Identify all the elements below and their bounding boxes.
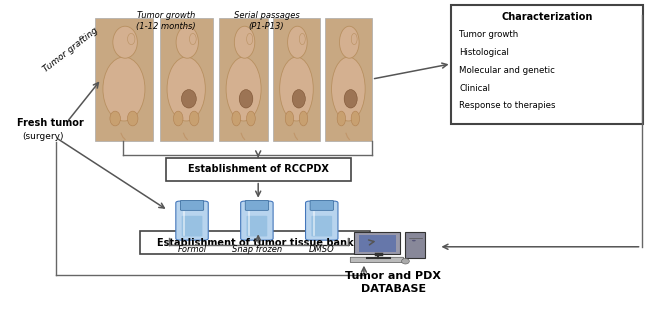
- Text: Tumor growth: Tumor growth: [460, 30, 519, 39]
- Ellipse shape: [292, 90, 306, 108]
- Ellipse shape: [287, 26, 307, 58]
- Ellipse shape: [299, 111, 307, 126]
- Ellipse shape: [174, 111, 183, 126]
- Ellipse shape: [239, 90, 253, 108]
- FancyBboxPatch shape: [245, 201, 268, 210]
- Text: Response to therapies: Response to therapies: [460, 101, 556, 110]
- Text: Establishment of tumor tissue bank: Establishment of tumor tissue bank: [157, 238, 354, 248]
- Ellipse shape: [246, 33, 253, 44]
- Ellipse shape: [110, 111, 120, 126]
- Ellipse shape: [246, 111, 255, 126]
- Ellipse shape: [167, 57, 205, 121]
- FancyBboxPatch shape: [181, 216, 202, 236]
- FancyBboxPatch shape: [219, 18, 268, 141]
- Text: Tumor grafting: Tumor grafting: [42, 26, 100, 74]
- FancyBboxPatch shape: [166, 158, 351, 181]
- Text: Snap frozen: Snap frozen: [232, 245, 282, 254]
- Text: DMSO: DMSO: [309, 245, 335, 254]
- Ellipse shape: [344, 90, 358, 108]
- FancyBboxPatch shape: [452, 5, 643, 124]
- FancyBboxPatch shape: [325, 18, 372, 141]
- Text: Molecular and genetic: Molecular and genetic: [460, 66, 555, 75]
- FancyBboxPatch shape: [140, 231, 370, 255]
- Text: Histological: Histological: [460, 48, 509, 57]
- Ellipse shape: [127, 33, 135, 44]
- Ellipse shape: [280, 57, 313, 121]
- Ellipse shape: [190, 33, 196, 44]
- FancyBboxPatch shape: [350, 257, 404, 262]
- Ellipse shape: [402, 258, 410, 264]
- Text: Serial passages
(P1-P13): Serial passages (P1-P13): [234, 11, 300, 31]
- FancyBboxPatch shape: [95, 18, 153, 141]
- Ellipse shape: [351, 33, 357, 44]
- Ellipse shape: [181, 90, 196, 108]
- FancyBboxPatch shape: [311, 216, 332, 236]
- Text: Tumor growth
(1-12 months): Tumor growth (1-12 months): [136, 11, 196, 31]
- Ellipse shape: [226, 57, 261, 121]
- Ellipse shape: [337, 111, 346, 126]
- Ellipse shape: [113, 26, 137, 58]
- FancyBboxPatch shape: [273, 18, 320, 141]
- FancyBboxPatch shape: [160, 18, 213, 141]
- FancyBboxPatch shape: [354, 232, 400, 254]
- Text: Characterization: Characterization: [501, 12, 593, 22]
- FancyBboxPatch shape: [310, 201, 333, 210]
- FancyBboxPatch shape: [406, 232, 425, 258]
- Ellipse shape: [127, 111, 138, 126]
- Ellipse shape: [332, 57, 365, 121]
- Text: DATABASE: DATABASE: [361, 284, 426, 294]
- FancyBboxPatch shape: [246, 216, 267, 236]
- Ellipse shape: [412, 240, 416, 241]
- FancyBboxPatch shape: [306, 201, 338, 240]
- Text: Clinical: Clinical: [460, 83, 490, 93]
- Ellipse shape: [351, 111, 359, 126]
- Ellipse shape: [103, 57, 145, 121]
- Text: Tumor and PDX: Tumor and PDX: [345, 271, 441, 281]
- Text: Establishment of RCCPDX: Establishment of RCCPDX: [188, 164, 329, 174]
- Ellipse shape: [300, 33, 306, 44]
- Ellipse shape: [339, 26, 359, 58]
- FancyBboxPatch shape: [180, 201, 203, 210]
- FancyBboxPatch shape: [359, 235, 396, 252]
- Ellipse shape: [189, 111, 199, 126]
- Ellipse shape: [285, 111, 294, 126]
- Text: Formol: Formol: [177, 245, 207, 254]
- Text: (surgery): (surgery): [22, 133, 64, 142]
- Ellipse shape: [176, 26, 198, 58]
- Text: Fresh tumor: Fresh tumor: [17, 118, 84, 128]
- FancyBboxPatch shape: [176, 201, 208, 240]
- Ellipse shape: [232, 111, 240, 126]
- Ellipse shape: [235, 26, 255, 58]
- FancyBboxPatch shape: [240, 201, 273, 240]
